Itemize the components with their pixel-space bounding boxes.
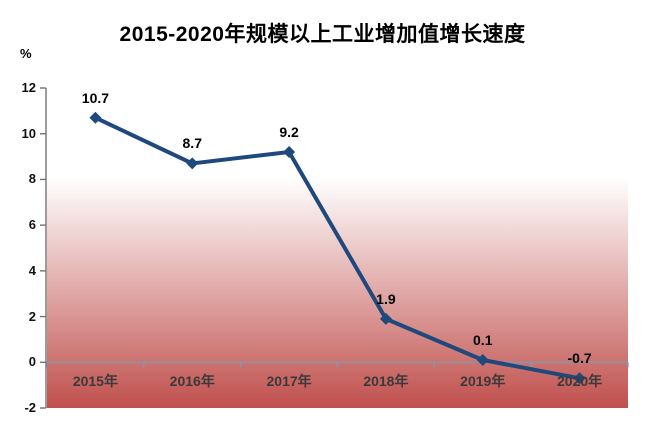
y-axis-tick-label: 10 <box>21 125 36 141</box>
data-point-label: -0.7 <box>567 350 592 367</box>
line-series <box>89 111 586 385</box>
data-point-label: 1.9 <box>376 290 396 307</box>
y-axis-tick-label: 4 <box>28 262 36 278</box>
y-axis-tick-label: -2 <box>24 400 36 415</box>
x-axis-category-label: 2018年 <box>363 373 409 390</box>
x-axis-category-label: 2019年 <box>460 373 506 390</box>
chart-title: 2015-2020年规模以上工业增加值增长速度 <box>119 23 526 46</box>
growth-rate-line <box>93 115 582 381</box>
data-point-label: 0.1 <box>473 332 493 348</box>
x-axis-category-label: 2020年 <box>557 373 603 390</box>
data-point-marker <box>283 146 296 158</box>
x-axis-category-label: 2017年 <box>266 373 312 390</box>
data-point-marker <box>379 312 392 325</box>
y-axis-unit-label: % <box>20 46 32 61</box>
data-point-label: 10.7 <box>81 89 110 106</box>
x-axis-category-label: 2015年 <box>72 373 118 390</box>
y-axis-tick-label: 6 <box>28 217 36 233</box>
y-axis-tick-label: 8 <box>28 171 36 187</box>
data-point-marker <box>89 111 102 124</box>
data-point-label: 9.2 <box>279 124 299 140</box>
y-axis-tick-label: 0 <box>28 354 36 370</box>
y-axis-tick-label: 12 <box>21 80 36 95</box>
data-point-marker <box>186 157 199 170</box>
axes <box>40 87 629 409</box>
data-point-marker <box>476 354 489 366</box>
y-axis-tick-label: 2 <box>28 308 36 324</box>
data-point-marker <box>573 372 586 385</box>
x-axis-category-label: 2016年 <box>169 373 215 390</box>
data-point-label: 8.7 <box>182 135 202 152</box>
